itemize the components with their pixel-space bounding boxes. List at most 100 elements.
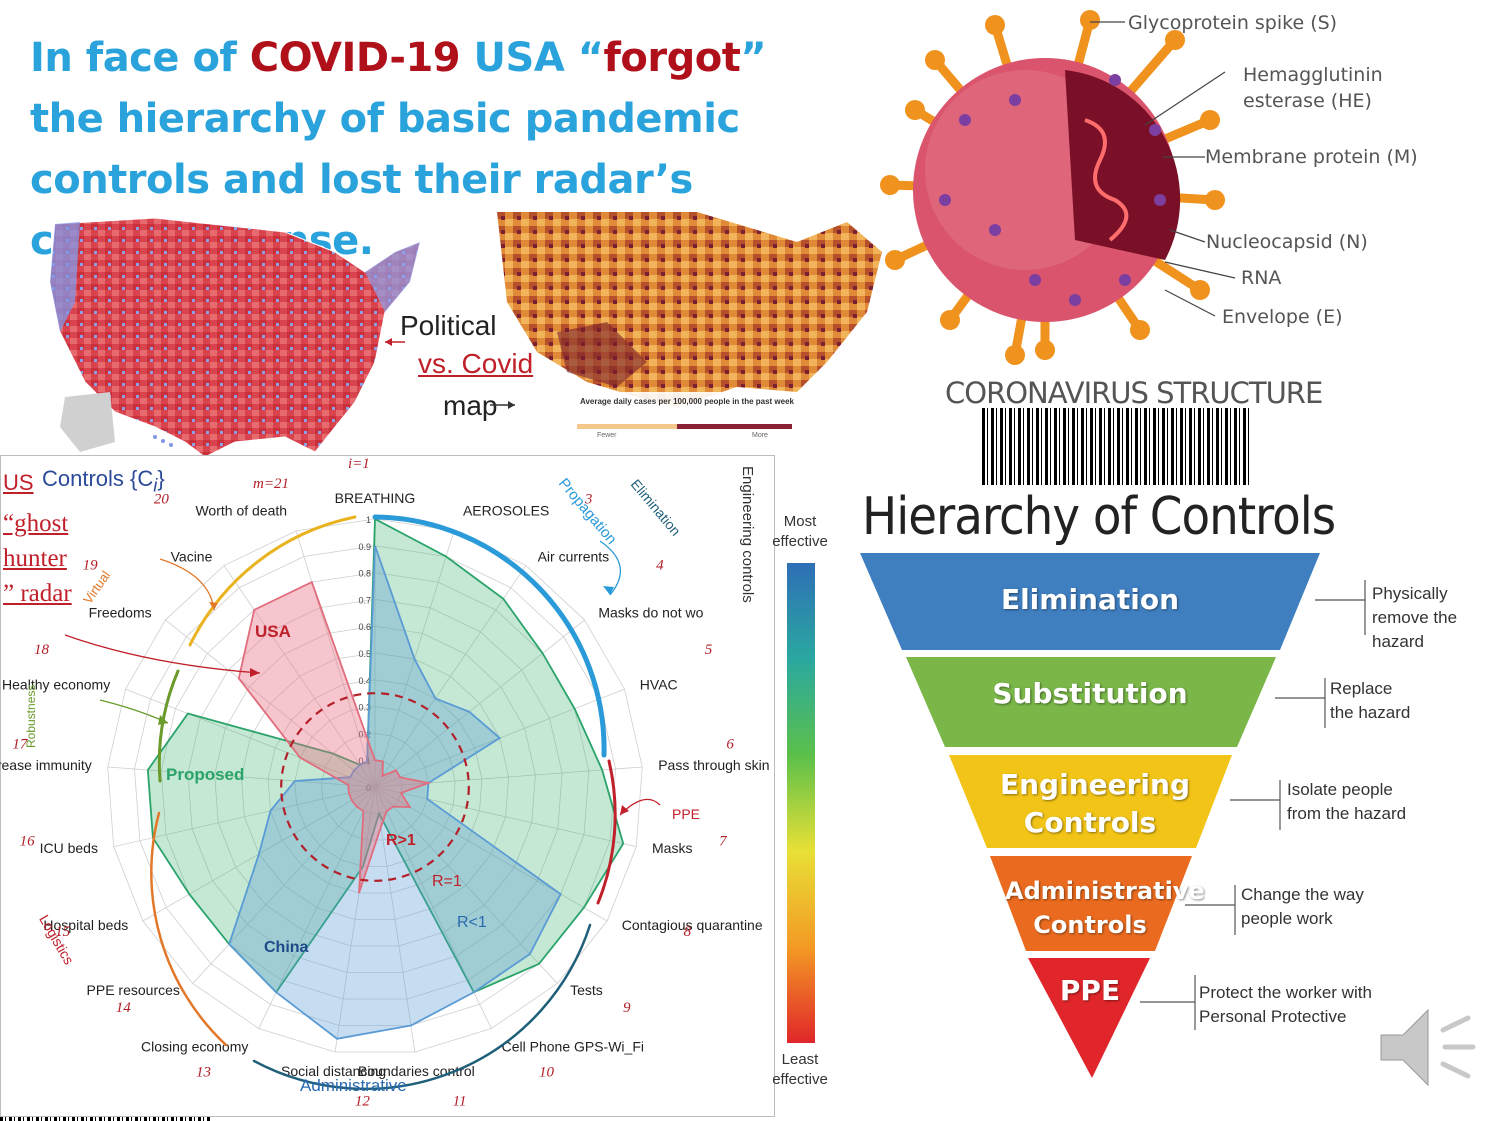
media-strip-top bbox=[982, 408, 1252, 485]
band-ppe bbox=[1028, 958, 1150, 1078]
grid-ring bbox=[107, 518, 643, 1053]
axis-label: Worth of death bbox=[195, 502, 287, 518]
band-engineering bbox=[949, 755, 1232, 848]
axis-label: Masks do not wo bbox=[598, 605, 703, 621]
radar-chart: 0 0.1 0.2 0.3 0.4 0.5 0.6 0.7 0.8 0.9 1 BREATHING 1… bbox=[0, 455, 770, 1109]
grid-spoke bbox=[374, 786, 416, 1053]
label-envelope: Envelope (E) bbox=[1222, 306, 1343, 328]
grid-spoke bbox=[113, 786, 376, 848]
series-china bbox=[228, 545, 562, 1040]
grid-spoke bbox=[374, 786, 608, 922]
grid-spoke bbox=[107, 766, 376, 788]
axis-number: 11 bbox=[453, 1093, 467, 1109]
arc-robust bbox=[157, 669, 180, 783]
band-elimination bbox=[860, 553, 1320, 650]
group-label-ppe: PPE bbox=[672, 806, 701, 822]
axis-number: 9 bbox=[623, 1000, 631, 1016]
axis-number: 3 bbox=[584, 492, 593, 508]
note-elimination: Physically remove the hazard bbox=[1372, 584, 1458, 651]
axis-number: 13 bbox=[196, 1065, 211, 1081]
group-label-engineering: Engineering controls bbox=[739, 466, 756, 603]
axis-number: 15 bbox=[55, 924, 71, 940]
rtick-label: 0 bbox=[366, 783, 371, 793]
grid-ring bbox=[214, 625, 536, 947]
rtick-label: 0.6 bbox=[358, 622, 371, 632]
colorbar-top-label: Most effective bbox=[772, 513, 828, 550]
grid-spoke bbox=[165, 619, 376, 788]
axis-number: 7 bbox=[719, 834, 728, 850]
series-usa bbox=[237, 580, 432, 894]
grid-ring bbox=[187, 598, 563, 973]
rtick-label: 0.4 bbox=[358, 676, 371, 686]
group-label-robustness: Robustness bbox=[24, 684, 38, 748]
arc-admin bbox=[252, 923, 592, 1091]
i-label: i=1 bbox=[348, 456, 370, 472]
axis-label: ICU beds bbox=[40, 840, 98, 856]
annotation-usa: USA bbox=[255, 622, 291, 641]
axis-number: 14 bbox=[116, 1000, 132, 1016]
m-label: m=21 bbox=[253, 476, 289, 492]
map-arrows bbox=[385, 338, 515, 409]
grid-spoke bbox=[192, 786, 376, 984]
axis-label: BREATHING bbox=[335, 490, 416, 506]
axis-number: 4 bbox=[656, 558, 664, 574]
note-engineering: Isolate people from the hazard bbox=[1287, 780, 1407, 823]
axis-label: Increase immunity bbox=[0, 757, 92, 773]
rtick-label: 0.5 bbox=[358, 649, 371, 659]
annotation-proposed: Proposed bbox=[166, 765, 245, 784]
grid-spoke bbox=[374, 786, 637, 848]
covid-map: Average daily cases per 100,000 people i… bbox=[497, 212, 882, 439]
rtick-label: 0.1 bbox=[358, 756, 371, 766]
label-membrane: Membrane protein (M) bbox=[1205, 146, 1418, 168]
band-label-engineering: Engineering Controls bbox=[1000, 768, 1190, 839]
political-label: Political bbox=[400, 310, 497, 341]
grid-ring bbox=[134, 545, 616, 1026]
axis-number: 6 bbox=[726, 737, 734, 753]
vs-covid-label: vs. Covid bbox=[418, 348, 534, 379]
arc-virtual bbox=[188, 515, 357, 647]
band-label-ppe: PPE bbox=[1059, 974, 1121, 1007]
covid-legend-more: More bbox=[752, 432, 768, 439]
colorbar-bottom-label: Least effective bbox=[772, 1051, 828, 1088]
grid-spoke bbox=[223, 565, 376, 788]
arc-ppe bbox=[596, 759, 617, 905]
annotation-r-lt-1: R<1 bbox=[457, 914, 487, 931]
grid-ring bbox=[240, 652, 510, 920]
band-substitution bbox=[906, 657, 1276, 747]
note-administrative: Change the way people work bbox=[1241, 885, 1364, 928]
axis-label: Hospital beds bbox=[43, 917, 128, 933]
grid-spoke bbox=[374, 619, 585, 788]
radar-series bbox=[146, 517, 625, 1040]
covid-legend-caption: Average daily cases per 100,000 people i… bbox=[580, 397, 795, 406]
rtick-label: 1 bbox=[366, 515, 371, 525]
axis-label: Vacine bbox=[171, 548, 213, 564]
axis-label: Masks bbox=[652, 840, 692, 856]
axis-label: Tests bbox=[570, 982, 603, 998]
note-substitution: Replace the hazard bbox=[1330, 679, 1411, 722]
label-nucleocapsid: Nucleocapsid (N) bbox=[1206, 231, 1368, 253]
rtick-label: 0.3 bbox=[358, 703, 371, 713]
hierarchy-brackets bbox=[1140, 580, 1366, 1030]
rtick-label: 0.7 bbox=[358, 595, 371, 605]
hierarchy-title: Hierarchy of Controls bbox=[862, 487, 1336, 547]
axis-number: 5 bbox=[705, 642, 713, 658]
covid-legend-fewer: Fewer bbox=[597, 432, 617, 439]
grid-spoke bbox=[295, 530, 376, 788]
arc-elimination bbox=[372, 514, 607, 758]
axis-number: 20 bbox=[154, 492, 170, 508]
axis-number: 10 bbox=[539, 1065, 555, 1081]
axis-label: Pass through skin bbox=[658, 757, 769, 773]
effectiveness-colorbar bbox=[787, 563, 815, 1043]
rtick-label: 0.9 bbox=[358, 542, 371, 552]
rtick-label: 0.2 bbox=[358, 729, 371, 739]
note-ppe: Protect the worker with Personal Protect… bbox=[1199, 983, 1372, 1026]
arc-logistics bbox=[150, 811, 228, 1047]
speaker-icon[interactable] bbox=[1373, 1000, 1483, 1095]
controls-label: Controls {Ci} bbox=[42, 466, 165, 496]
grid-ring bbox=[267, 679, 483, 894]
label-spike: Glycoprotein spike (S) bbox=[1128, 12, 1338, 34]
grid-spoke bbox=[374, 786, 558, 984]
virus-caption: CORONAVIRUS STRUCTURE bbox=[945, 376, 1323, 410]
axis-label: HVAC bbox=[640, 676, 678, 692]
